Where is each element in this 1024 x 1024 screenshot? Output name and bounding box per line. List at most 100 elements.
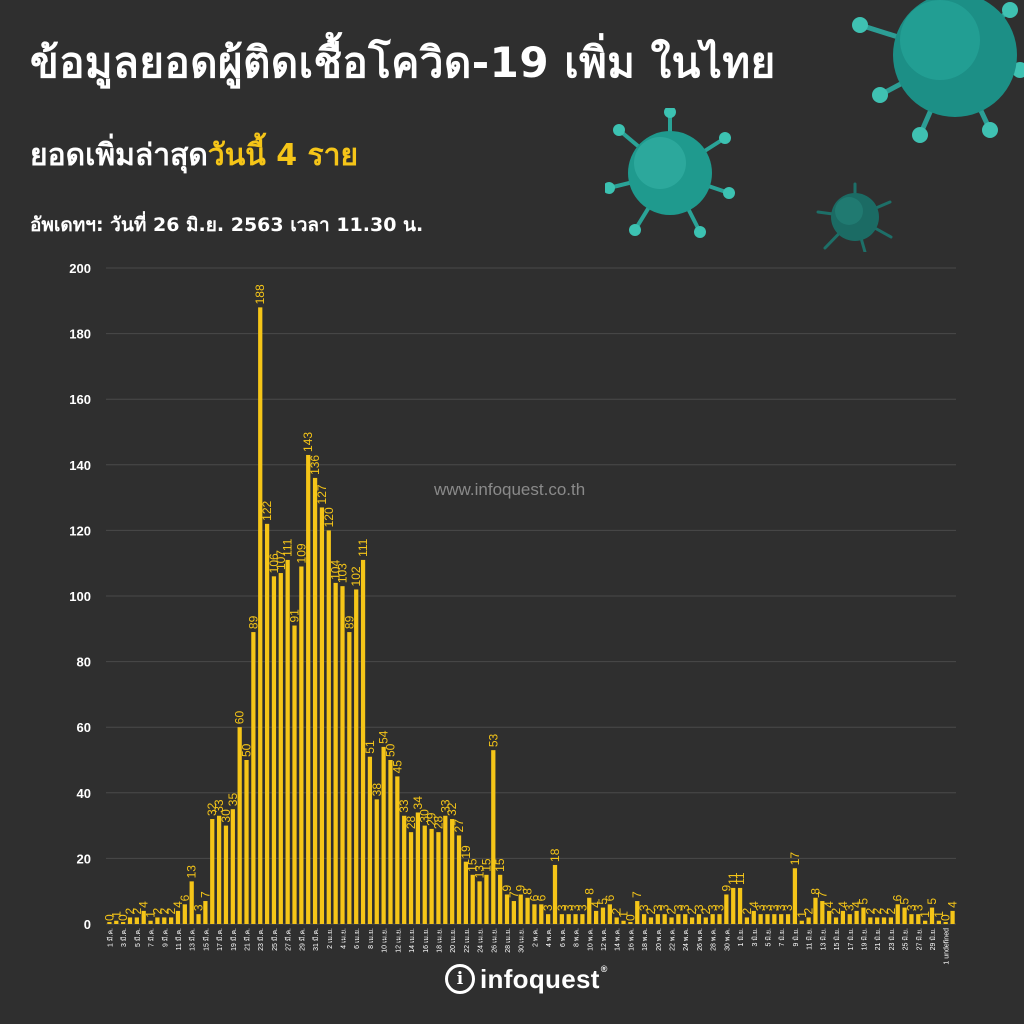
x-tick-label: 4 พ.ค. — [546, 928, 553, 947]
bar — [827, 910, 832, 924]
bar-value-label: 32 — [205, 802, 219, 816]
x-axis: 1 มี.ค. 3 มี.ค. 5 มี.ค. 7 มี.ค. 9 มี.ค. 11 มี… — [106, 928, 950, 965]
bar — [326, 530, 331, 924]
bar — [127, 917, 133, 924]
bar-value-label: 0 — [102, 914, 116, 921]
bar — [264, 523, 270, 924]
bar — [251, 632, 256, 924]
bar-value-label: 34 — [411, 796, 425, 810]
bar-value-label: 29 — [425, 812, 439, 826]
y-tick-label: 100 — [69, 589, 91, 604]
bar — [614, 917, 619, 924]
bar-value-labels: 0102241222461337323330356050891881221061… — [102, 284, 959, 921]
x-tick-label: 5 มิ.ย. — [764, 928, 772, 946]
bar-value-label: 35 — [226, 793, 240, 807]
bar — [278, 573, 283, 924]
bar-value-label: 120 — [322, 507, 336, 527]
bar — [552, 864, 558, 924]
bar — [731, 887, 736, 924]
bar-value-label: 4 — [589, 901, 603, 908]
bar — [573, 914, 578, 924]
bar-value-label: 103 — [335, 563, 349, 583]
bar — [463, 861, 469, 924]
x-tick-label: 2 เม.ย. — [327, 928, 334, 949]
x-tick-label: 1 มี.ค. — [106, 928, 114, 947]
y-axis: 0 20 40 60 80 100 120 140 160 180 200 — [69, 261, 91, 932]
bar-value-label: 1 — [109, 911, 123, 918]
bar-value-label: 17 — [788, 852, 802, 866]
bar — [347, 632, 352, 924]
bar — [223, 825, 229, 924]
y-tick-label: 60 — [77, 720, 91, 735]
y-tick-label: 140 — [69, 458, 91, 473]
bar-value-label: 5 — [925, 898, 939, 905]
bar — [148, 920, 153, 924]
bar-value-label: 7 — [507, 891, 521, 898]
bar-value-label: 7 — [198, 891, 212, 898]
x-tick-label: 19 มี.ค. — [230, 928, 238, 951]
bar-value-label: 28 — [404, 815, 418, 829]
latest-increase: ยอดเพิ่มล่าสุดวันนี้ 4 ราย — [30, 132, 358, 179]
bar-value-label: 111 — [281, 538, 295, 557]
bar-value-label: 3 — [637, 904, 651, 911]
bar-value-label: 9 — [500, 884, 514, 891]
virus-icon — [605, 108, 735, 238]
bar — [216, 815, 222, 924]
bar — [271, 576, 277, 924]
bar — [785, 914, 791, 924]
x-tick-label: 7 มี.ค. — [148, 928, 156, 947]
bar — [676, 914, 681, 924]
bar — [388, 760, 393, 924]
bar-value-label: 33 — [397, 799, 411, 813]
bar — [237, 727, 242, 924]
x-tick-label: 28 เม.ย. — [505, 928, 512, 953]
bar-value-label: 3 — [767, 904, 781, 911]
bar-value-label: 15 — [479, 858, 493, 872]
bar — [484, 874, 489, 924]
bar-value-label: 4 — [946, 901, 960, 908]
latest-increase-value: วันนี้ 4 ราย — [207, 138, 359, 173]
bar-value-label: 2 — [863, 907, 877, 914]
bar-value-label: 3 — [541, 904, 555, 911]
bar-value-label: 106 — [267, 553, 281, 573]
bar-value-label: 102 — [349, 566, 363, 586]
bar-value-label: 6 — [534, 894, 548, 901]
bar-value-label: 8 — [808, 888, 822, 895]
bar-value-label: 89 — [246, 615, 260, 629]
bar — [710, 914, 715, 924]
bar — [141, 910, 146, 924]
bar — [936, 920, 941, 924]
bar-value-label: 122 — [260, 500, 274, 520]
x-tick-label: 21 มี.ค. — [244, 928, 252, 951]
bar-value-label: 2 — [157, 907, 171, 914]
x-tick-label: 5 มี.ค. — [134, 928, 142, 947]
y-tick-label: 180 — [69, 327, 91, 342]
bar-value-label: 127 — [315, 484, 329, 504]
bar-value-label: 5 — [596, 898, 610, 905]
bar-value-label: 30 — [219, 809, 233, 823]
x-tick-label: 25 มี.ค. — [271, 928, 279, 951]
bar — [525, 897, 530, 924]
bar-value-label: 2 — [123, 907, 137, 914]
bar — [203, 901, 208, 924]
x-tick-label: 17 มิ.ย. — [847, 928, 855, 950]
x-tick-label: 15 มิ.ย. — [833, 928, 841, 950]
x-tick-label: 3 มิ.ย. — [751, 928, 759, 946]
bar-value-label: 45 — [390, 760, 404, 774]
bar — [450, 819, 455, 924]
bar-value-label: 2 — [665, 907, 679, 914]
bar-value-label: 6 — [603, 894, 617, 901]
bar-value-label: 33 — [438, 799, 452, 813]
bar — [888, 917, 894, 924]
bar — [354, 589, 359, 924]
bar — [299, 566, 304, 924]
bar-value-label: 5 — [856, 898, 870, 905]
bar — [566, 914, 571, 924]
bar — [285, 559, 290, 924]
bar-value-label: 89 — [342, 615, 356, 629]
bar — [916, 914, 921, 924]
bar — [792, 868, 798, 924]
bar-value-label: 3 — [569, 904, 583, 911]
bar-value-label: 2 — [740, 907, 754, 914]
bar — [607, 904, 612, 924]
